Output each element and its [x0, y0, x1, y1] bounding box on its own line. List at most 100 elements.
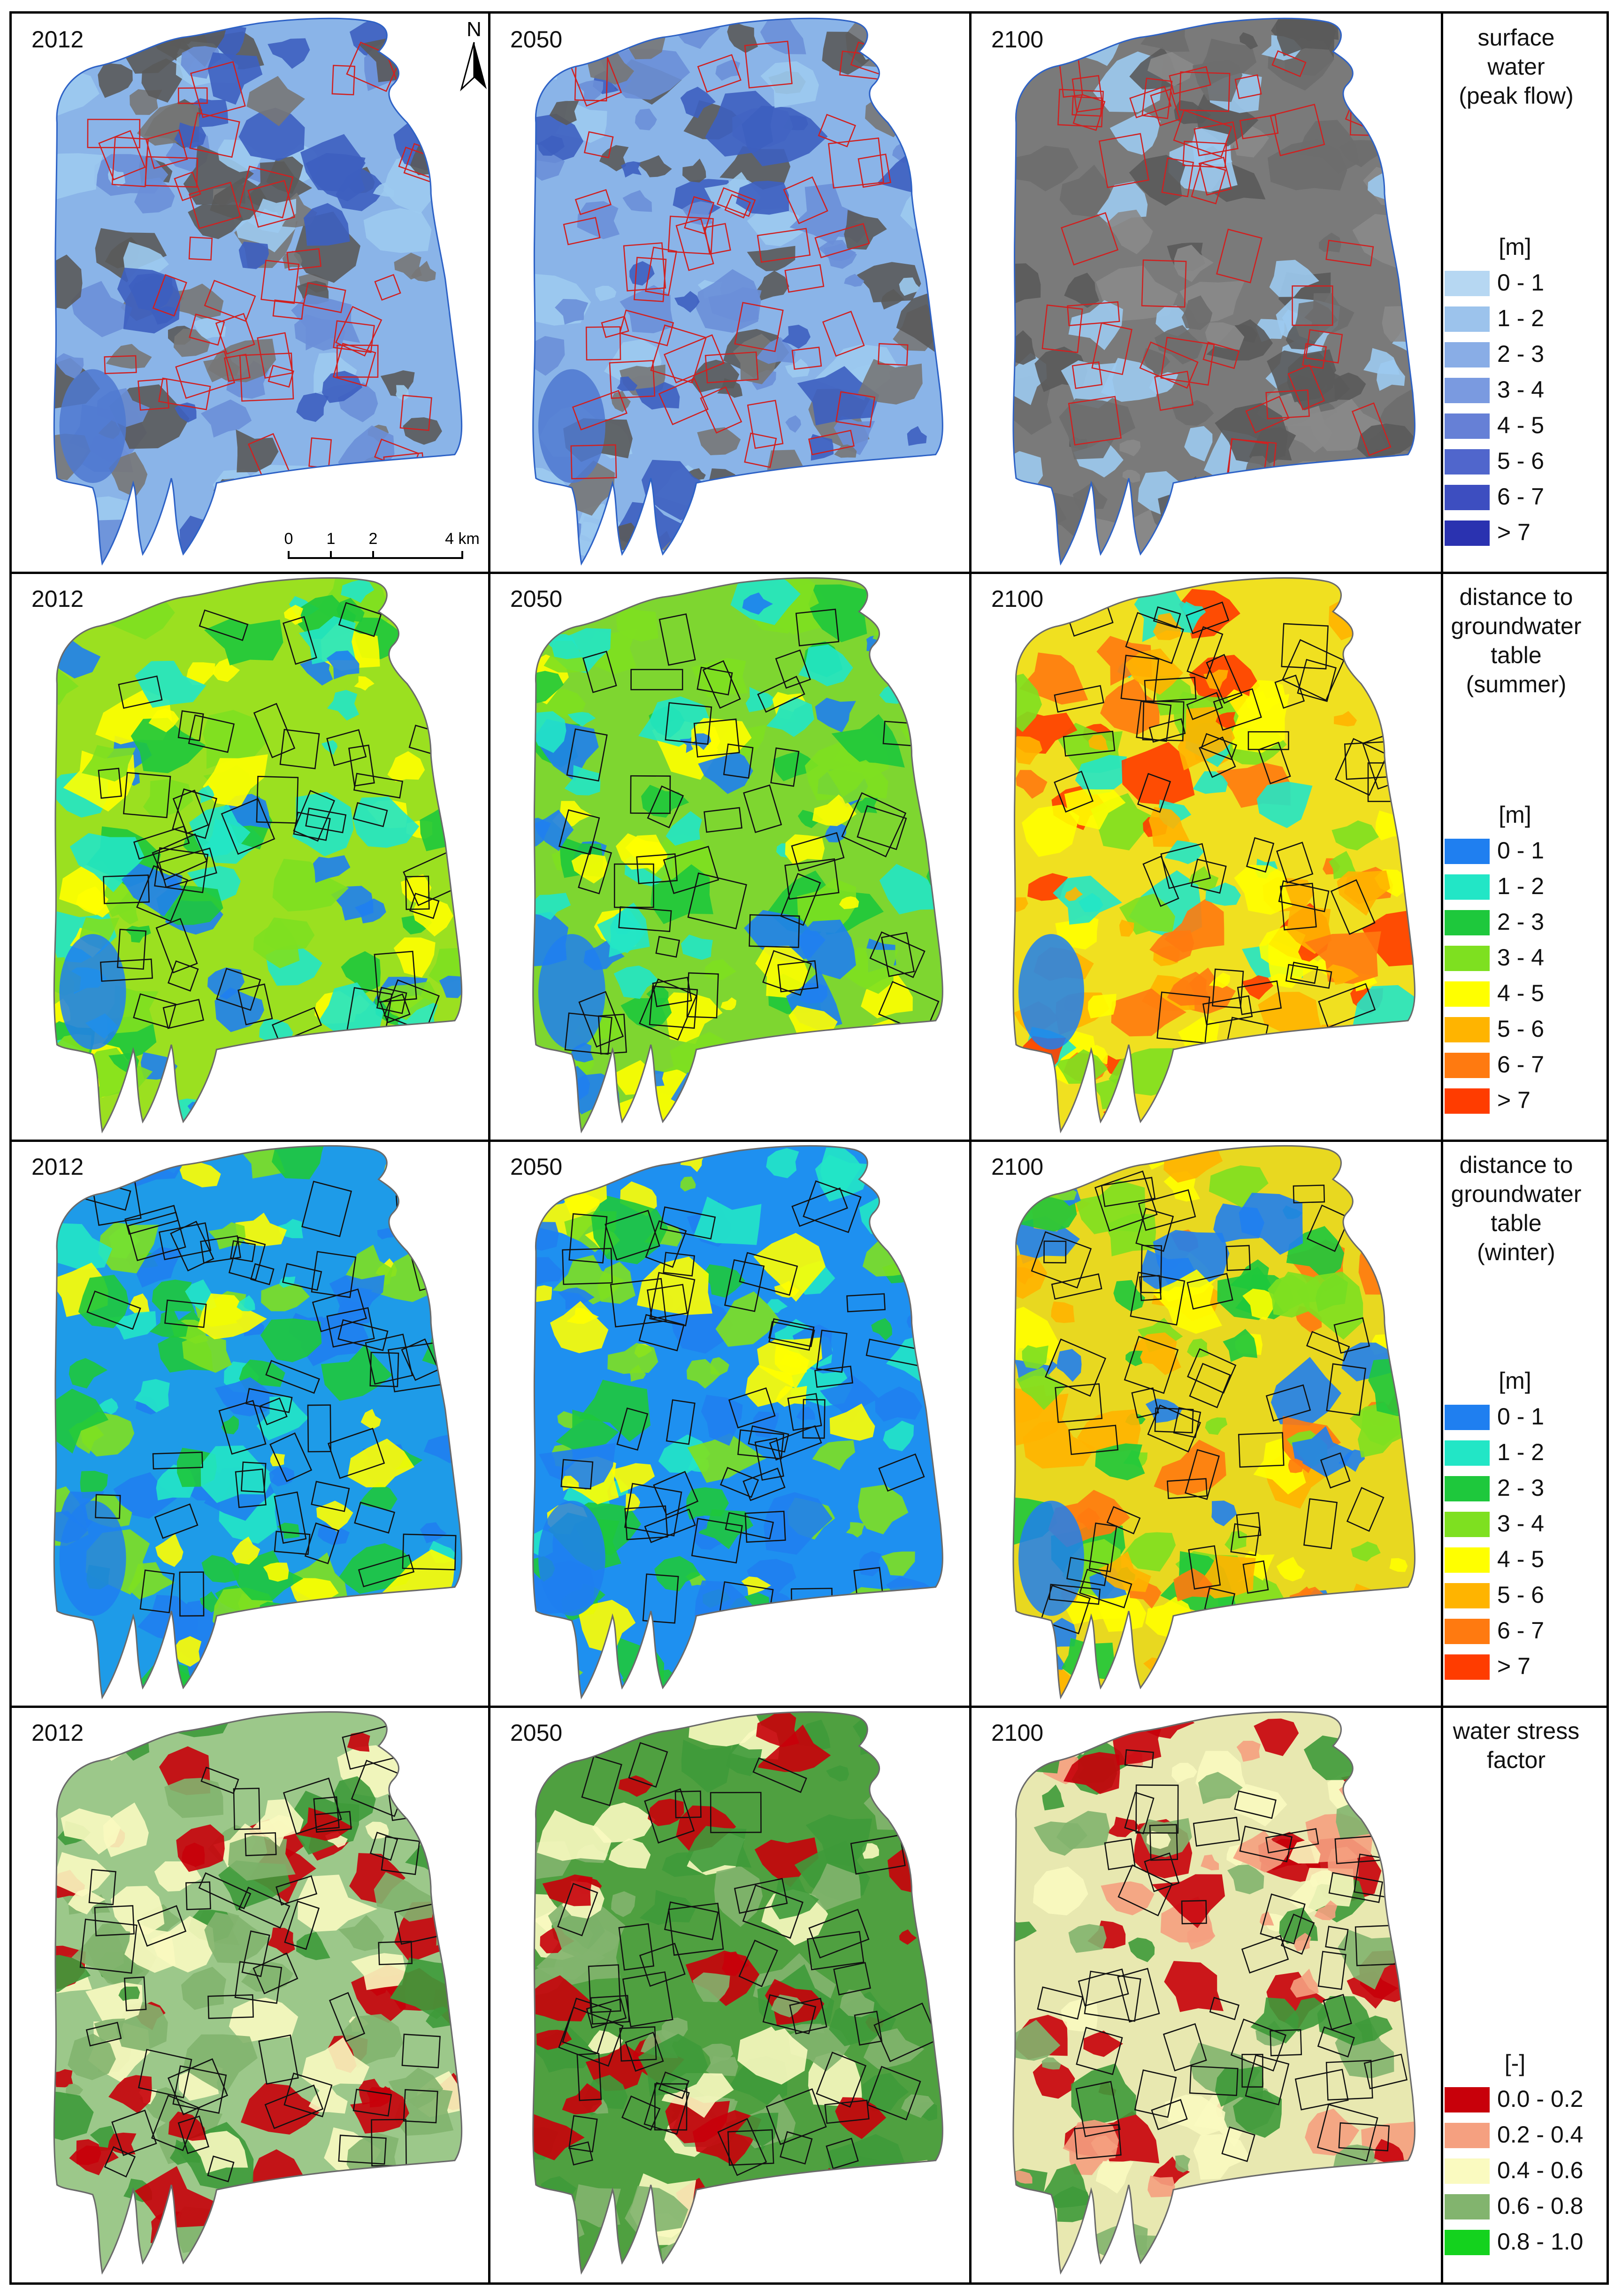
map-panel-surface-water-2100: 2100 — [972, 14, 1443, 573]
legend-label: 2 - 3 — [1497, 341, 1545, 367]
legend-title-line: water stress — [1453, 1718, 1580, 1744]
legend-swatch — [1445, 1619, 1490, 1644]
row-groundwater-summer: 2012 2050 2100 distance to groundwater table (… — [12, 573, 1607, 1141]
legend-title-line: groundwater — [1451, 1181, 1582, 1207]
legend-title: surface water (peak flow) — [1426, 23, 1607, 110]
legend-swatch — [1445, 1440, 1490, 1466]
legend-label: 1 - 2 — [1497, 305, 1545, 331]
year-label: 2050 — [510, 26, 563, 53]
row-water-stress: 2012 2050 2100 water stress factor [-] 0.0 - 0… — [12, 1707, 1607, 2282]
legend-label: 3 - 4 — [1497, 944, 1545, 971]
legend-title-line: factor — [1486, 1747, 1546, 1773]
map-water-stress-2012 — [53, 1711, 463, 2275]
map-groundwater-summer-2100 — [1012, 577, 1415, 1133]
legend-swatch — [1445, 1405, 1490, 1430]
legend-unit: [m] — [1499, 1368, 1531, 1394]
legend-title-line: surface — [1477, 24, 1555, 51]
legend-swatch — [1445, 1017, 1490, 1042]
legend-label: 0.6 - 0.8 — [1497, 2193, 1584, 2219]
map-panel-water-stress-2050: 2050 — [490, 1707, 972, 2282]
legend-label: 2 - 3 — [1497, 909, 1545, 935]
map-panel-surface-water-2012: 2012 N 0 1 2 4 km — [12, 14, 490, 573]
legend-label: 0.4 - 0.6 — [1497, 2157, 1584, 2183]
legend-swatch — [1445, 2158, 1490, 2184]
legend-swatch — [1445, 1512, 1490, 1537]
legend-title-line: table — [1491, 642, 1542, 668]
legend-unit: [-] — [1504, 2050, 1526, 2076]
row-surface-water: 2012 N 0 1 2 4 km 2050 2100 surface water (peak fl… — [12, 14, 1607, 573]
legend-label: > 7 — [1497, 1653, 1530, 1679]
scale-tick-label: 4 km — [445, 530, 480, 548]
row-divider — [12, 1140, 1607, 1142]
year-label: 2100 — [991, 1154, 1044, 1180]
row-divider — [12, 1706, 1607, 1708]
map-groundwater-winter-2100 — [1012, 1145, 1415, 1699]
map-groundwater-summer-2012 — [53, 577, 463, 1133]
year-label: 2012 — [31, 1154, 84, 1180]
year-label: 2050 — [510, 1720, 563, 1746]
legend-label: > 7 — [1497, 1087, 1530, 1113]
map-panel-groundwater-summer-2100: 2100 — [972, 573, 1443, 1141]
map-groundwater-winter-2050 — [532, 1145, 943, 1699]
legend-swatch — [1445, 1476, 1490, 1501]
legend-label: 5 - 6 — [1497, 1582, 1545, 1608]
legend-unit: [m] — [1499, 234, 1531, 260]
legend-title-line: (winter) — [1477, 1239, 1555, 1265]
legend-label: 0 - 1 — [1497, 269, 1545, 296]
legend-swatch — [1445, 874, 1490, 900]
year-label: 2100 — [991, 586, 1044, 612]
map-panel-groundwater-winter-2050: 2050 — [490, 1141, 972, 1707]
legend-swatch — [1445, 946, 1490, 971]
legend-label: 4 - 5 — [1497, 1546, 1545, 1572]
year-label: 2050 — [510, 586, 563, 612]
north-arrow-label: N — [467, 18, 482, 41]
legend-label: 6 - 7 — [1497, 483, 1545, 510]
map-surface-water-2012 — [53, 17, 463, 566]
row-groundwater-winter: 2012 2050 2100 distance to groundwater table (… — [12, 1141, 1607, 1707]
legend-swatch — [1445, 1053, 1490, 1078]
figure-grid: 2012 N 0 1 2 4 km 2050 2100 surface water (peak fl… — [9, 11, 1609, 2285]
legend-swatch — [1445, 342, 1490, 367]
legend-swatch — [1445, 413, 1490, 439]
legend-surface-water: surface water (peak flow) [m] 0 - 1 1 - 2 2 - … — [1426, 14, 1607, 573]
legend-label: 6 - 7 — [1497, 1051, 1545, 1078]
legend-swatch — [1445, 1654, 1490, 1680]
legend-label: 0 - 1 — [1497, 837, 1545, 864]
legend-label: 2 - 3 — [1497, 1475, 1545, 1501]
legend-title: distance to groundwater table (summer) — [1426, 582, 1607, 699]
legend-swatch — [1445, 2194, 1490, 2219]
scale-tick-label: 0 — [284, 530, 293, 548]
legend-label: 0 - 1 — [1497, 1403, 1545, 1430]
year-label: 2050 — [510, 1154, 563, 1180]
legend-swatch — [1445, 1547, 1490, 1573]
map-surface-water-2100 — [1012, 17, 1415, 566]
legend-swatch — [1445, 485, 1490, 510]
legend-title-line: table — [1491, 1210, 1542, 1236]
legend-swatch — [1445, 2230, 1490, 2255]
legend-title: water stress factor — [1426, 1716, 1607, 1775]
map-panel-water-stress-2100: 2100 — [972, 1707, 1443, 2282]
legend-label: 5 - 6 — [1497, 1016, 1545, 1042]
year-label: 2012 — [31, 586, 84, 612]
legend-label: 0.8 - 1.0 — [1497, 2228, 1584, 2255]
legend-label: 0.0 - 0.2 — [1497, 2086, 1584, 2112]
north-arrow-icon: N — [458, 16, 488, 94]
legend-title-line: distance to — [1459, 584, 1573, 610]
legend-swatch — [1445, 449, 1490, 475]
legend-swatch — [1445, 520, 1490, 546]
legend-label: 3 - 4 — [1497, 1510, 1545, 1537]
legend-swatch — [1445, 271, 1490, 296]
legend-title-line: distance to — [1459, 1152, 1573, 1178]
scale-tick-label: 1 — [327, 530, 336, 548]
map-panel-surface-water-2050: 2050 — [490, 14, 972, 573]
legend-title: distance to groundwater table (winter) — [1426, 1150, 1607, 1267]
scale-tick-label: 2 — [369, 530, 378, 548]
legend-label: > 7 — [1497, 519, 1530, 545]
legend-title-line: (peak flow) — [1459, 83, 1574, 109]
legend-label: 4 - 5 — [1497, 412, 1545, 438]
legend-title-line: water — [1487, 54, 1545, 80]
map-groundwater-summer-2050 — [532, 577, 943, 1133]
year-label: 2012 — [31, 26, 84, 53]
legend-swatch — [1445, 910, 1490, 935]
legend-swatch — [1445, 981, 1490, 1007]
